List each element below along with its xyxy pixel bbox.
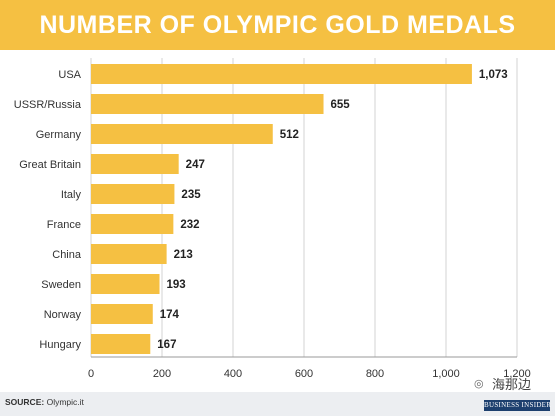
source-text: Olympic.it (46, 397, 84, 407)
category-label: Great Britain (19, 159, 81, 171)
category-label: Sweden (41, 279, 81, 291)
category-label: Italy (61, 189, 82, 201)
bar (91, 274, 160, 294)
watermark-text: 海那边 (492, 377, 532, 392)
x-tick-label: 800 (366, 368, 384, 380)
value-label: 174 (160, 309, 180, 321)
x-tick-label: 600 (295, 368, 313, 380)
bar (91, 124, 273, 144)
value-label: 167 (157, 339, 176, 351)
value-label: 193 (167, 279, 186, 291)
value-label: 213 (174, 249, 193, 261)
x-tick-label: 1,000 (432, 368, 460, 380)
x-tick-label: 1,200 (503, 368, 531, 380)
bar (91, 244, 167, 264)
footer-bar: SOURCE: Olympic.it (0, 392, 555, 416)
value-label: 247 (186, 159, 205, 171)
bar (91, 94, 324, 114)
value-label: 655 (331, 99, 351, 111)
category-label: China (52, 249, 82, 261)
x-tick-label: 400 (224, 368, 242, 380)
category-label: Hungary (39, 339, 81, 351)
value-label: 232 (180, 219, 199, 231)
bar (91, 304, 153, 324)
value-label: 1,073 (479, 69, 508, 81)
category-label: Germany (36, 129, 82, 141)
title-banner (0, 0, 555, 50)
x-tick-label: 200 (153, 368, 171, 380)
source-label: SOURCE: (5, 397, 45, 407)
category-label: Norway (44, 309, 82, 321)
x-tick-label: 0 (88, 368, 94, 380)
wechat-icon: ◎ (474, 378, 484, 390)
value-label: 235 (181, 189, 201, 201)
bar (91, 154, 179, 174)
value-label: 512 (280, 129, 299, 141)
source-note: SOURCE: Olympic.it (5, 397, 84, 407)
category-label: USA (58, 69, 81, 81)
category-label: France (47, 219, 81, 231)
bar-chart: USA 1,073 USSR/Russia 655 Germany 512 Great Br… (14, 58, 531, 380)
watermark: ◎ 海那边 (470, 377, 550, 393)
business-insider-logo: BUSINESS INSIDER (484, 400, 552, 411)
bar (91, 184, 175, 204)
bar (91, 334, 151, 354)
bar (91, 214, 174, 234)
chart-title: NUMBER OF OLYMPIC GOLD MEDALS (39, 11, 516, 39)
bar (91, 64, 472, 84)
category-label: USSR/Russia (14, 99, 82, 111)
